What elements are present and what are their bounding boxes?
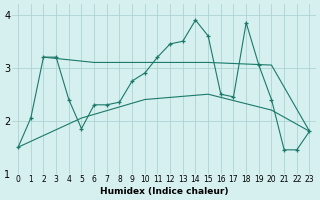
- X-axis label: Humidex (Indice chaleur): Humidex (Indice chaleur): [100, 187, 228, 196]
